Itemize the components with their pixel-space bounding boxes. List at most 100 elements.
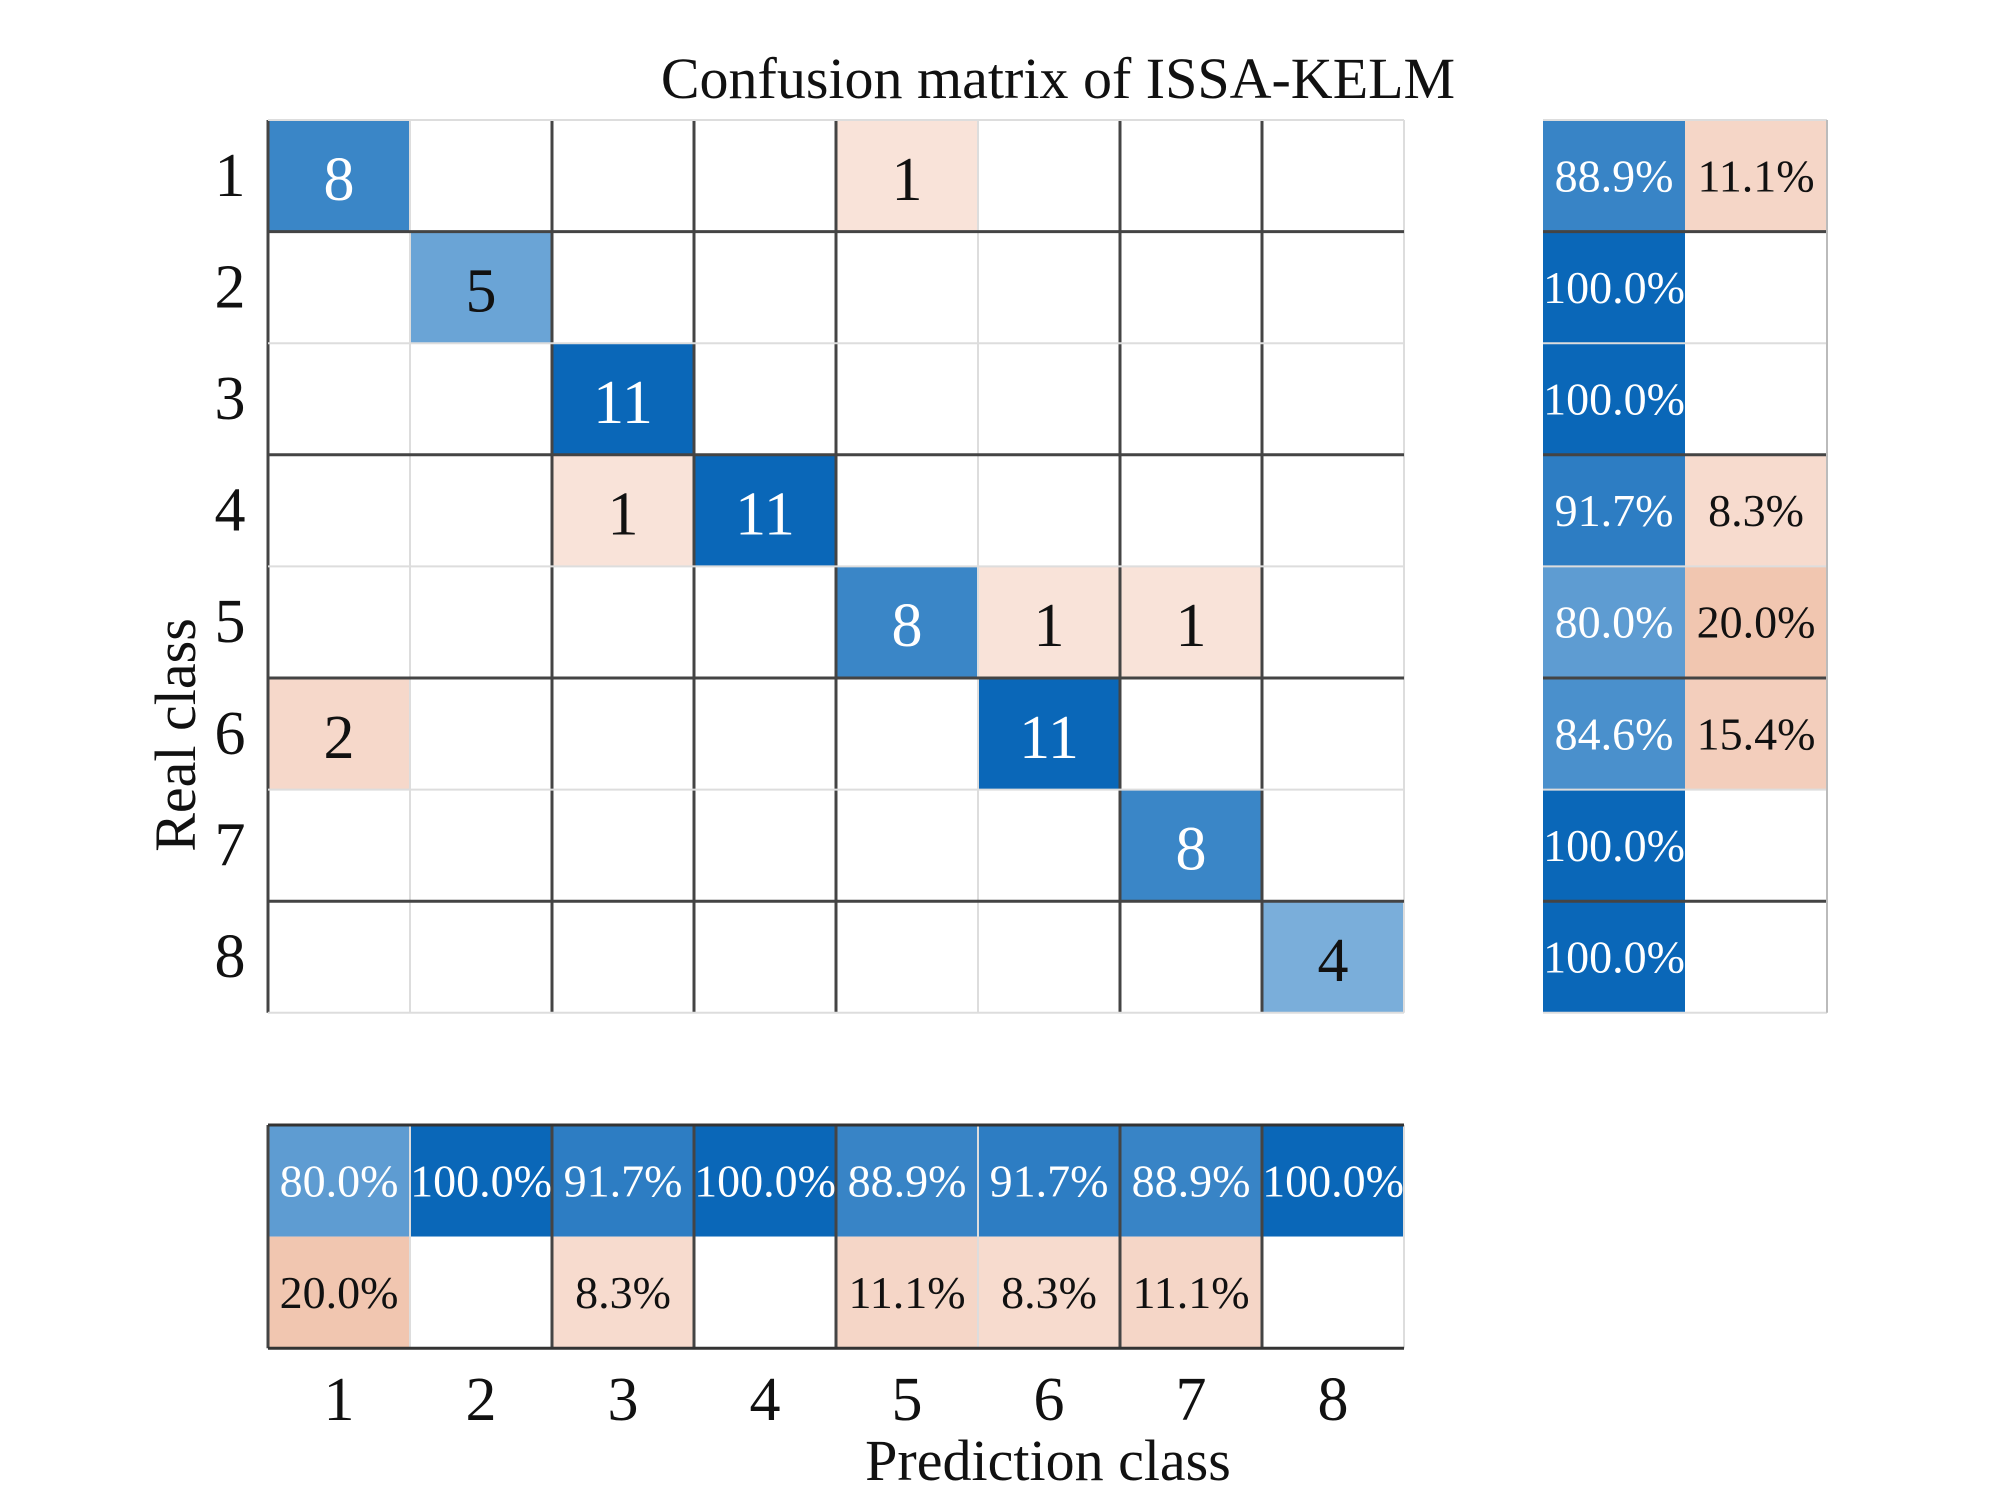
matrix-cell [268, 454, 410, 567]
row-summary-incorrect-cell [1685, 120, 1827, 232]
column-summary-correct-value: 91.7% [564, 1155, 683, 1206]
column-summary-incorrect-value: 8.3% [575, 1267, 671, 1318]
matrix-cell [1262, 343, 1404, 455]
matrix-cell [694, 343, 836, 455]
cell-value: 11 [1019, 704, 1079, 772]
row-summary-incorrect-cell [1685, 343, 1827, 455]
x-tick-label: 2 [466, 1366, 497, 1434]
matrix-cell [978, 678, 1120, 790]
matrix-cell [978, 120, 1120, 232]
column-summary-incorrect-cell [1120, 1236, 1262, 1349]
matrix-cell [694, 678, 836, 790]
column-summary-incorrect-cell [1262, 1236, 1404, 1349]
column-summary-incorrect-value: 11.1% [1132, 1267, 1249, 1318]
matrix-cell [410, 678, 552, 790]
matrix-cell [836, 789, 978, 902]
row-summary-correct-value: 84.6% [1555, 708, 1674, 759]
matrix-cell [410, 789, 552, 902]
matrix-cell [978, 789, 1120, 902]
matrix-cell [978, 901, 1120, 1013]
column-summary-incorrect-value: 11.1% [848, 1267, 965, 1318]
cell-value: 4 [1318, 927, 1349, 995]
matrix-cell [268, 120, 410, 232]
matrix-cell [694, 566, 836, 678]
matrix-cell [836, 120, 978, 232]
matrix-cell [552, 454, 694, 567]
matrix-cell [410, 454, 552, 567]
column-summary-correct-value: 100.0% [1262, 1155, 1404, 1206]
row-summary-correct-value: 88.9% [1555, 150, 1674, 201]
column-summary-incorrect-cell [978, 1236, 1120, 1349]
row-summary-incorrect-value: 11.1% [1697, 150, 1814, 201]
cell-value: 8 [892, 592, 923, 660]
matrix-cell [1262, 454, 1404, 567]
column-summary-correct-value: 88.9% [1132, 1155, 1251, 1206]
matrix-cell [268, 343, 410, 455]
column-summary-correct-cell [410, 1125, 552, 1237]
matrix-cell [694, 454, 836, 567]
y-tick-label: 3 [215, 365, 246, 433]
matrix-cell [836, 678, 978, 790]
matrix-cell [552, 901, 694, 1013]
row-summary-incorrect-value: 8.3% [1708, 485, 1804, 536]
matrix-cell [1262, 678, 1404, 790]
row-summary-correct-cell [1543, 120, 1685, 232]
matrix-cell [410, 901, 552, 1013]
column-summary-correct-value: 88.9% [848, 1155, 967, 1206]
matrix-cell [268, 566, 410, 678]
column-summary-incorrect-cell [552, 1236, 694, 1349]
row-summary-correct-value: 100.0% [1543, 262, 1685, 313]
matrix-cell [410, 120, 552, 232]
y-tick-label: 7 [215, 811, 246, 879]
row-summary-correct-value: 91.7% [1555, 485, 1674, 536]
row-summary-correct-cell [1543, 566, 1685, 678]
x-tick-label: 7 [1176, 1366, 1207, 1434]
matrix-cell [1120, 231, 1262, 344]
matrix-cell [1262, 120, 1404, 232]
column-summary-correct-cell [978, 1125, 1120, 1237]
x-tick-label: 1 [324, 1366, 355, 1434]
y-tick-label: 2 [215, 253, 246, 321]
row-summary-correct-cell [1543, 678, 1685, 790]
row-summary-incorrect-cell [1685, 901, 1827, 1013]
y-tick-label: 1 [215, 142, 246, 210]
cell-value: 5 [466, 257, 497, 325]
row-summary-incorrect-cell [1685, 566, 1827, 678]
matrix-cell [268, 678, 410, 790]
column-summary-correct-cell [1262, 1125, 1404, 1237]
row-summary-correct-value: 100.0% [1543, 374, 1685, 425]
row-summary-correct-value: 100.0% [1543, 932, 1685, 983]
matrix-cell [1262, 901, 1404, 1013]
matrix-cell [1120, 343, 1262, 455]
matrix-cell [1262, 789, 1404, 902]
matrix-cell [1120, 120, 1262, 232]
column-summary-correct-value: 100.0% [410, 1155, 552, 1206]
matrix-cell [552, 120, 694, 232]
column-summary-correct-value: 100.0% [694, 1155, 836, 1206]
row-summary-correct-cell [1543, 231, 1685, 344]
matrix-cell [552, 231, 694, 344]
matrix-cell [410, 343, 552, 455]
y-tick-label: 4 [215, 477, 246, 545]
matrix-cell [1262, 231, 1404, 344]
matrix-cell [694, 789, 836, 902]
matrix-cell [1262, 566, 1404, 678]
row-summary-correct-value: 80.0% [1555, 597, 1674, 648]
cell-value: 2 [324, 704, 355, 772]
cell-value: 8 [324, 146, 355, 214]
matrix-cell [694, 120, 836, 232]
x-tick-label: 4 [750, 1366, 781, 1434]
y-tick-label: 5 [215, 588, 246, 656]
column-summary-correct-cell [694, 1125, 836, 1237]
row-summary-correct-cell [1543, 343, 1685, 455]
matrix-cell [268, 789, 410, 902]
row-summary-correct-value: 100.0% [1543, 820, 1685, 871]
matrix-cell [836, 566, 978, 678]
row-summary-incorrect-cell [1685, 678, 1827, 790]
matrix-cell [978, 231, 1120, 344]
column-summary-incorrect-value: 8.3% [1001, 1267, 1097, 1318]
matrix-cell [836, 231, 978, 344]
column-summary-correct-cell [552, 1125, 694, 1237]
matrix-cell [552, 343, 694, 455]
matrix-cell [836, 343, 978, 455]
